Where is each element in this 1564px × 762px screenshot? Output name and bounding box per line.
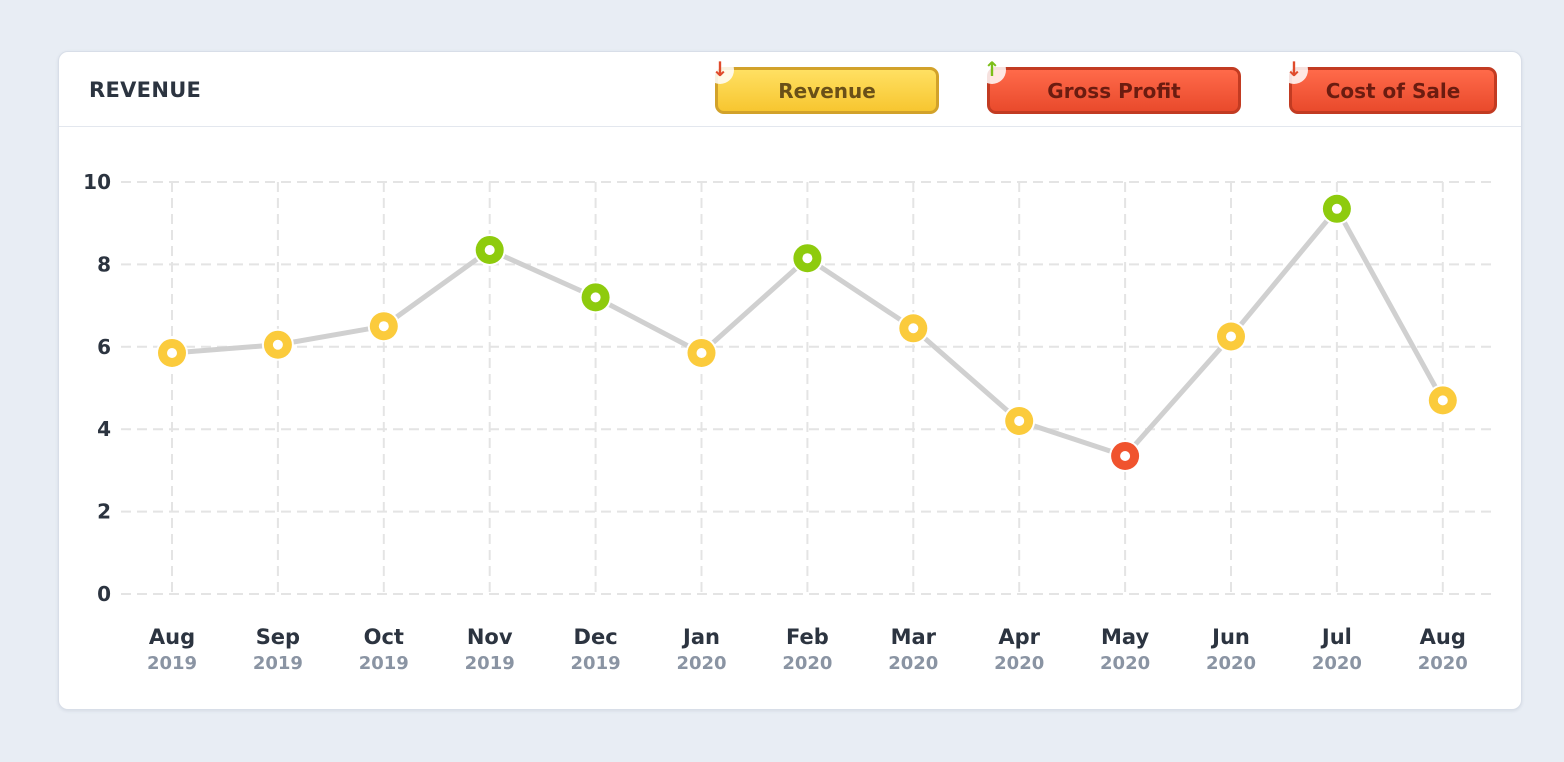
data-point-center xyxy=(378,321,389,332)
data-point-center xyxy=(484,244,495,255)
x-tick-month-label: Mar xyxy=(891,625,937,649)
x-tick-month-label: Aug xyxy=(149,625,195,649)
x-tick-year-label: 2020 xyxy=(1312,653,1362,674)
x-tick-year-label: 2020 xyxy=(888,653,938,674)
x-tick-year-label: 2019 xyxy=(571,653,621,674)
x-tick-month-label: Oct xyxy=(364,625,404,649)
data-point-center xyxy=(802,253,813,264)
cost-of-sale-toggle-label: Cost of Sale xyxy=(1325,78,1461,103)
x-tick-month-label: Dec xyxy=(574,625,618,649)
data-point-center xyxy=(1331,203,1342,214)
gross-profit-toggle-button[interactable]: ↑ Gross Profit xyxy=(978,56,1241,114)
x-tick-month-label: Sep xyxy=(256,625,300,649)
data-point-center xyxy=(696,347,707,358)
trend-down-icon: ↓ xyxy=(706,56,734,84)
y-tick-label: 4 xyxy=(97,417,111,441)
x-tick-year-label: 2019 xyxy=(253,653,303,674)
card-title: REVENUE xyxy=(89,78,202,102)
x-tick-year-label: 2020 xyxy=(782,653,832,674)
x-tick-year-label: 2020 xyxy=(1206,653,1256,674)
card-header: REVENUE ↓ Revenue ↑ Gross Profit ↓ Cost … xyxy=(59,52,1521,127)
gross-profit-toggle-label: Gross Profit xyxy=(1047,78,1181,103)
data-point-center xyxy=(1014,415,1025,426)
cost-of-sale-toggle-button[interactable]: ↓ Cost of Sale xyxy=(1280,56,1497,114)
x-tick-month-label: Jan xyxy=(681,625,720,649)
revenue-toggle-button[interactable]: ↓ Revenue xyxy=(706,56,939,114)
data-point-center xyxy=(908,323,919,334)
data-point-center xyxy=(1226,331,1236,342)
data-point-center xyxy=(167,347,177,358)
x-tick-month-label: May xyxy=(1101,625,1149,649)
y-tick-label: 8 xyxy=(97,252,111,276)
x-tick-year-label: 2019 xyxy=(147,653,197,674)
x-tick-year-label: 2020 xyxy=(676,653,726,674)
y-tick-label: 0 xyxy=(97,582,111,606)
revenue-line-chart: 0 2 4 6 8 10 Aug 2019 Sep 2019 Oct 2019 Nov 2019 Dec 20… xyxy=(83,170,1493,674)
x-tick-month-label: Jun xyxy=(1210,625,1250,649)
x-tick-year-label: 2019 xyxy=(465,653,515,674)
x-tick-month-label: Aug xyxy=(1420,625,1466,649)
x-tick-year-label: 2020 xyxy=(1418,653,1468,674)
x-tick-year-label: 2019 xyxy=(359,653,409,674)
x-tick-month-label: Apr xyxy=(998,625,1040,649)
x-tick-month-label: Feb xyxy=(786,625,829,649)
data-point-center xyxy=(590,292,601,303)
y-tick-label: 10 xyxy=(83,170,111,194)
data-point-center xyxy=(1437,395,1448,406)
data-point-center xyxy=(272,339,283,350)
trend-up-icon: ↑ xyxy=(978,56,1006,84)
x-tick-month-label: Jul xyxy=(1320,625,1352,649)
y-tick-label: 2 xyxy=(97,500,111,524)
x-tick-month-label: Nov xyxy=(467,625,513,649)
revenue-toggle-label: Revenue xyxy=(778,78,876,103)
revenue-card: REVENUE ↓ Revenue ↑ Gross Profit ↓ Cost … xyxy=(58,51,1522,710)
data-point-center xyxy=(1120,450,1131,461)
y-tick-label: 6 xyxy=(97,335,111,359)
x-tick-year-label: 2020 xyxy=(1100,653,1150,674)
trend-down-icon: ↓ xyxy=(1280,56,1308,84)
x-tick-year-label: 2020 xyxy=(994,653,1044,674)
